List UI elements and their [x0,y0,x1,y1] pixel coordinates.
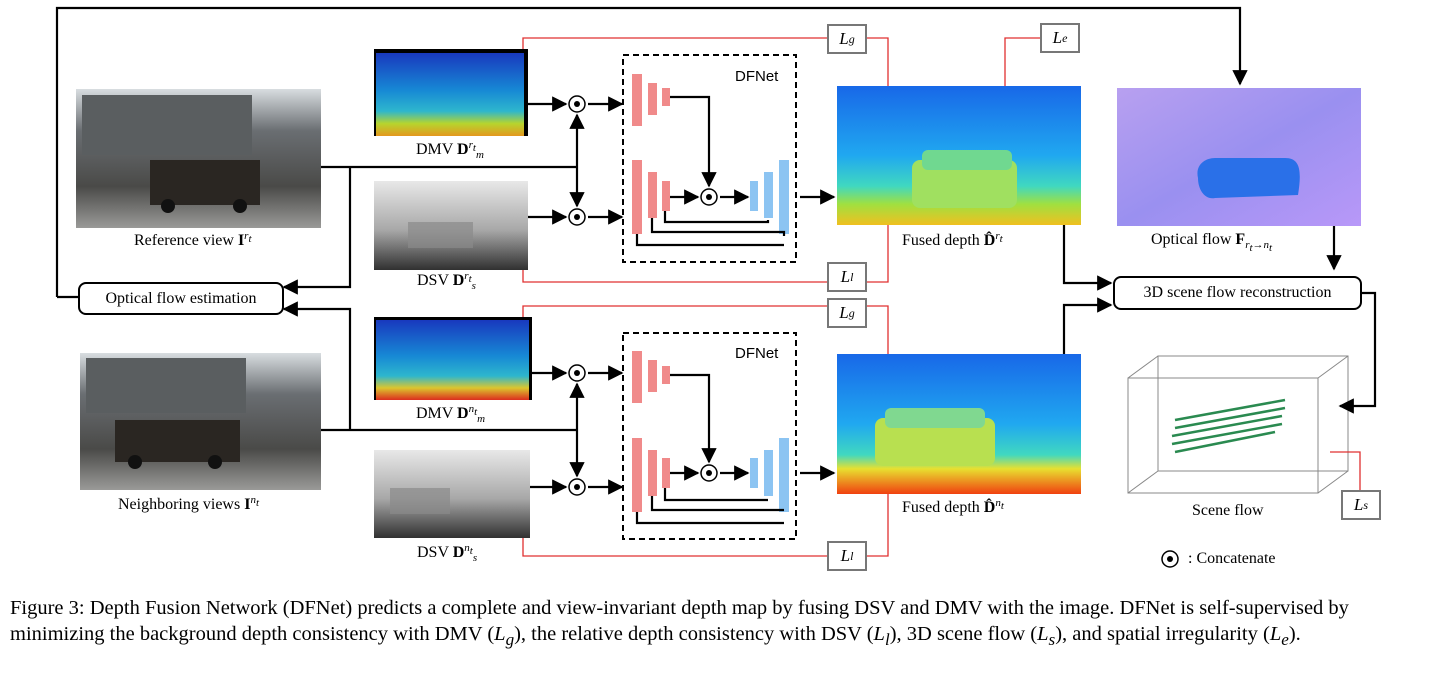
optical-flow-estimation-box: Optical flow estimation [78,282,284,315]
scene-flow-image [1127,355,1349,494]
dfnet-top-blocks [632,74,789,234]
dsv-bottom-image [374,450,530,538]
dfnet-top-title: DFNet [735,68,779,85]
dmv-bottom-label: DMV Dntm [416,402,486,426]
fused-depth-bottom-image [837,354,1081,494]
scene-flow-reconstruction-box: 3D scene flow reconstruction [1113,276,1362,310]
neighboring-view-image [80,353,321,490]
fused-depth-bottom-label: Fused depth D̂nt [902,496,1004,516]
neighboring-views-label: Neighboring views Int [118,493,259,513]
dfnet-bottom-box [622,332,797,540]
dsv-top-label: DSV Drts [417,269,476,293]
dsv-bottom-label: DSV Dnts [417,541,478,565]
diagram-canvas [55,6,1377,568]
dmv-bottom-image [374,317,532,400]
dmv-top-label: DMV Drtm [416,138,484,162]
concatenate-legend: : Concatenate [1188,550,1276,567]
loss-lines [522,37,1361,557]
connector-lines [55,6,1377,525]
dfnet-bottom-blocks [632,351,789,512]
reference-view-image [76,89,321,228]
scene-flow-reconstruction-label: 3D scene flow reconstruction [1143,284,1332,301]
fused-depth-top-image [837,86,1081,225]
optical-flow-estimation-label: Optical flow estimation [105,289,257,307]
optical-flow-label: Optical flow Frt→nt [1151,231,1273,255]
fused-depth-top-label: Fused depth D̂rt [902,229,1003,249]
dmv-top-image [374,49,528,136]
optical-flow-image [1117,88,1361,226]
figure-caption: Figure 3: Depth Fusion Network (DFNet) p… [10,597,1349,649]
dsv-top-image [374,181,528,270]
scene-flow-label: Scene flow [1192,502,1264,519]
reference-view-label: Reference view Irt [134,229,252,249]
dfnet-bottom-title: DFNet [735,345,779,362]
